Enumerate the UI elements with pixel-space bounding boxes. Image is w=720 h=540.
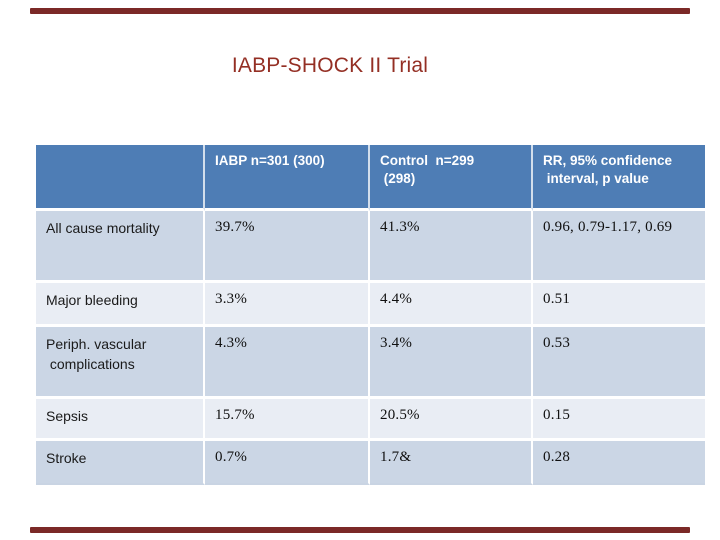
- control-value: 4.4%: [370, 283, 533, 327]
- iabp-value: 4.3%: [205, 327, 370, 399]
- control-value: 20.5%: [370, 399, 533, 441]
- table-row: Sepsis 15.7% 20.5% 0.15: [36, 399, 705, 441]
- iabp-value: 3.3%: [205, 283, 370, 327]
- rr-value: 0.51: [533, 283, 705, 327]
- trial-results-table: IABP n=301 (300) Control n=299 (298) RR,…: [36, 145, 705, 485]
- control-value: 3.4%: [370, 327, 533, 399]
- table-row: All cause mortality 39.7% 41.3% 0.96, 0.…: [36, 211, 705, 283]
- rr-value: 0.53: [533, 327, 705, 399]
- rr-value: 0.15: [533, 399, 705, 441]
- header-cell-blank: [36, 145, 205, 211]
- slide-title: IABP-SHOCK II Trial: [231, 54, 429, 77]
- rr-value: 0.28: [533, 441, 705, 485]
- header-cell-control: Control n=299 (298): [370, 145, 533, 211]
- iabp-value: 39.7%: [205, 211, 370, 283]
- row-label: Stroke: [36, 441, 205, 485]
- top-accent-bar: [30, 8, 690, 14]
- iabp-value: 0.7%: [205, 441, 370, 485]
- control-value: 41.3%: [370, 211, 533, 283]
- row-label: Major bleeding: [36, 283, 205, 327]
- rr-value: 0.96, 0.79-1.17, 0.69: [533, 211, 705, 283]
- table-row: Stroke 0.7% 1.7& 0.28: [36, 441, 705, 485]
- table-row: Periph. vascular complications 4.3% 3.4%…: [36, 327, 705, 399]
- table-row: Major bleeding 3.3% 4.4% 0.51: [36, 283, 705, 327]
- bottom-accent-bar: [30, 527, 690, 533]
- header-cell-iabp: IABP n=301 (300): [205, 145, 370, 211]
- table-header-row: IABP n=301 (300) Control n=299 (298) RR,…: [36, 145, 705, 211]
- row-label: Periph. vascular complications: [36, 327, 205, 399]
- iabp-value: 15.7%: [205, 399, 370, 441]
- control-value: 1.7&: [370, 441, 533, 485]
- row-label: All cause mortality: [36, 211, 205, 283]
- header-cell-rr: RR, 95% confidence interval, p value: [533, 145, 705, 211]
- row-label: Sepsis: [36, 399, 205, 441]
